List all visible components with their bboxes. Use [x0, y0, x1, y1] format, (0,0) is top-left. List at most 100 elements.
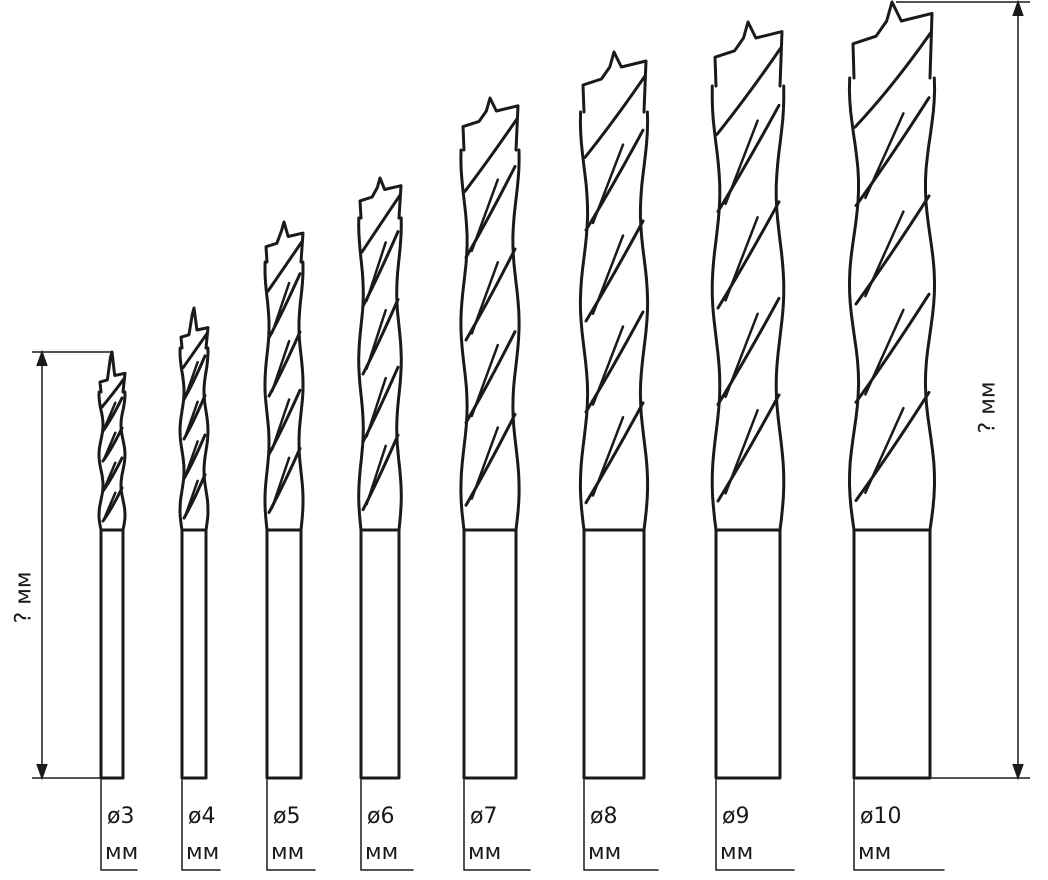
helix-line: [716, 103, 781, 213]
helix-line: [584, 128, 645, 232]
diameter-label: ø5: [273, 804, 301, 829]
brad-point-tip: [264, 220, 305, 264]
diameter-label: ø10: [860, 804, 902, 829]
brad-point-tip: [358, 176, 403, 220]
helix-line-inner: [470, 261, 500, 335]
helix-line-inner: [270, 398, 291, 451]
diameter-label: ø6: [367, 804, 395, 829]
helix-line-inner: [724, 119, 759, 206]
helix-line-top: [715, 46, 783, 136]
helix-line-top: [360, 193, 402, 254]
label-bracket: [266, 779, 316, 871]
helix-line-inner: [184, 360, 199, 398]
helix-line-inner: [270, 281, 291, 335]
unit-label: мм: [588, 840, 622, 865]
helix-line-inner: [864, 406, 905, 494]
flute-outline-left: [847, 76, 861, 532]
helix-line-inner: [591, 325, 625, 406]
helix-line-top: [853, 30, 933, 129]
helix-line: [854, 194, 931, 306]
label-bracket: [360, 779, 414, 871]
flute-outline-right: [119, 390, 127, 532]
drill-bit: [710, 20, 795, 871]
helix-line-inner: [470, 343, 500, 418]
brad-point-tip: [581, 50, 648, 114]
brad-point-tip: [461, 96, 520, 152]
helix-line-inner: [365, 444, 387, 506]
drill-bit: [97, 350, 138, 871]
shank: [852, 528, 932, 780]
flute-outline-right: [511, 148, 521, 532]
helix-line-inner: [591, 234, 625, 315]
flute-outline-left: [263, 260, 271, 532]
drill-bit: [178, 306, 221, 871]
shank: [180, 528, 208, 780]
helix-line-inner: [365, 376, 387, 438]
flute-outline-left: [459, 148, 469, 532]
shank: [359, 528, 401, 780]
flute-outline-left: [357, 216, 365, 532]
flute-outline-right: [297, 260, 305, 532]
drill-bit: [263, 220, 316, 871]
helix-line-top: [266, 240, 304, 293]
dimension-lines: [32, 0, 1030, 781]
unit-label: мм: [271, 840, 305, 865]
arrow-head: [1012, 763, 1024, 781]
label-bracket: [100, 779, 138, 871]
helix-line-inner: [724, 216, 759, 302]
helix-line-inner: [470, 426, 500, 500]
unit-label: мм: [105, 840, 139, 865]
helix-line-inner: [365, 241, 387, 302]
helix-line-top: [181, 332, 209, 370]
diameter-label: ø3: [107, 804, 135, 829]
helix-line: [584, 310, 645, 414]
label-bracket: [853, 779, 945, 871]
flute-outline-left: [97, 390, 105, 532]
helix-line-inner: [864, 112, 905, 200]
helix-line-top: [583, 74, 647, 159]
helix-line-top: [463, 117, 519, 193]
helix-line-inner: [864, 210, 905, 298]
diameter-label: ø9: [722, 804, 750, 829]
flute-outline-right: [638, 110, 650, 532]
right-length-label: ? мм: [975, 381, 1001, 434]
drill-bit: [578, 50, 659, 871]
arrow-head: [1012, 0, 1024, 17]
brad-point-tip: [713, 20, 784, 88]
drill-bit: [847, 0, 945, 871]
helix-line-inner: [184, 400, 199, 438]
helix-line: [716, 296, 781, 406]
helix-line: [854, 292, 931, 404]
unit-label: мм: [186, 840, 220, 865]
unit-label: мм: [365, 840, 399, 865]
helix-line: [584, 219, 645, 323]
helix-line: [716, 393, 781, 503]
helix-line: [584, 401, 645, 505]
shank: [582, 528, 646, 780]
label-bracket: [463, 779, 531, 871]
unit-label: мм: [468, 840, 502, 865]
helix-line-inner: [591, 416, 625, 497]
helix-line-inner: [724, 409, 759, 495]
shank: [265, 528, 303, 780]
shank: [99, 528, 125, 780]
helix-line-inner: [270, 339, 291, 393]
flute-outline-right: [202, 346, 210, 532]
label-bracket: [583, 779, 659, 871]
helix-line-inner: [103, 491, 117, 520]
helix-line-inner: [365, 308, 387, 370]
flute-outline-right: [923, 76, 937, 532]
drill-bit: [459, 96, 531, 871]
helix-line-inner: [270, 456, 291, 510]
flute-outline-left: [578, 110, 590, 532]
helix-line: [464, 412, 517, 507]
flute-outline-left: [710, 84, 722, 532]
shank: [714, 528, 782, 780]
helix-line: [854, 96, 931, 208]
brad-point-tip: [851, 0, 934, 80]
helix-line-inner: [184, 440, 199, 477]
helix-line-inner: [591, 143, 625, 225]
flute-outline-left: [178, 346, 186, 532]
arrow-head: [36, 763, 48, 781]
